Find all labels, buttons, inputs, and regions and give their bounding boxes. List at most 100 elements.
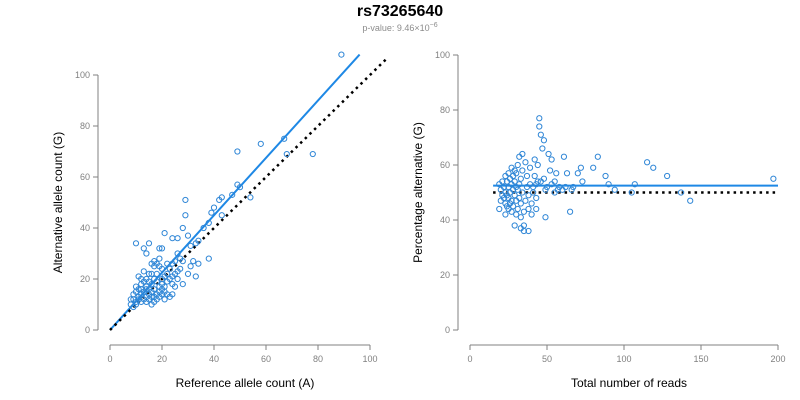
right-data-point <box>519 189 526 196</box>
left-y-tick-label: 0 <box>85 325 90 335</box>
right-data-point <box>534 161 541 169</box>
right-data-point <box>517 214 524 221</box>
right-y-axis: 0 20 40 60 80 100 <box>435 50 459 335</box>
left-data-point <box>187 242 194 249</box>
right-data-point <box>548 181 555 188</box>
right-data-point <box>508 164 515 171</box>
right-data-point <box>502 211 509 218</box>
right-data-point <box>543 183 551 191</box>
right-data-point <box>602 172 609 180</box>
right-data-point <box>579 178 586 185</box>
left-data-point <box>187 263 194 270</box>
right-data-point <box>531 156 538 163</box>
right-data-point <box>511 222 518 229</box>
right-y-tick-label: 100 <box>435 50 450 60</box>
left-y-tick-label: 100 <box>75 70 90 80</box>
right-data-point <box>628 189 635 196</box>
right-data-point <box>677 189 685 196</box>
right-scatter-chart: 0 50 100 150 200 Total number of reads 0 20 40 60… <box>411 50 786 390</box>
right-data-point <box>537 131 544 138</box>
right-data-point <box>533 181 540 188</box>
left-x-tick-label: 80 <box>313 354 323 364</box>
left-data-point <box>161 296 168 303</box>
right-y-tick-label: 80 <box>440 105 450 115</box>
left-data-point <box>161 230 168 237</box>
left-data-point <box>145 240 153 247</box>
right-data-point <box>644 159 651 166</box>
left-y-axis: 0 20 40 60 80 100 <box>75 70 99 335</box>
right-data-point <box>513 211 520 218</box>
left-data-point <box>140 245 147 252</box>
right-data-point <box>496 181 503 188</box>
left-data-point <box>140 268 147 275</box>
left-data-point <box>177 265 184 272</box>
right-data-point <box>520 208 528 215</box>
left-data-point <box>174 275 181 283</box>
right-y-tick-label: 20 <box>440 270 450 280</box>
right-y-tick-label: 0 <box>445 325 450 335</box>
left-data-point <box>200 224 207 232</box>
right-data-point <box>502 172 509 180</box>
right-data-point <box>611 186 618 193</box>
right-data-point <box>525 192 532 199</box>
right-data-point <box>517 175 524 182</box>
right-data-point <box>511 192 518 199</box>
left-data-point <box>158 265 166 272</box>
right-data-point <box>574 170 581 177</box>
left-data-point <box>218 212 225 219</box>
left-data-point <box>164 260 171 267</box>
pvalue-exponent: −6 <box>429 22 438 29</box>
right-data-point <box>540 175 548 182</box>
right-data-point <box>536 115 543 122</box>
left-data-point <box>156 245 163 252</box>
left-data-point <box>143 283 150 290</box>
left-fit-line <box>109 53 361 331</box>
right-data-point <box>590 164 597 171</box>
left-data-point <box>192 273 199 280</box>
right-data-point <box>519 167 526 174</box>
right-data-point <box>503 178 511 185</box>
right-data-point <box>513 197 520 204</box>
left-data-point <box>145 278 153 285</box>
left-data-point <box>156 293 163 300</box>
left-data-point <box>148 293 155 300</box>
right-data-point <box>516 153 523 160</box>
left-data-point <box>182 212 189 219</box>
left-y-tick-label: 60 <box>80 172 90 182</box>
left-y-axis-label: Alternative allele count (G) <box>51 132 65 273</box>
left-data-point <box>281 135 288 142</box>
right-data-point <box>553 170 560 177</box>
left-data-point <box>158 245 166 252</box>
left-data-point <box>210 204 218 211</box>
left-data-point <box>169 291 176 298</box>
right-data-point <box>528 200 535 207</box>
left-x-tick-label: 20 <box>157 354 167 364</box>
left-x-tick-label: 0 <box>107 354 112 364</box>
left-data-point <box>166 265 173 272</box>
right-y-tick-label: 40 <box>440 215 450 225</box>
right-data-point <box>770 175 777 182</box>
left-data-point <box>205 255 212 262</box>
right-data-point <box>522 197 529 204</box>
left-data-point <box>182 196 189 204</box>
left-data-point <box>169 235 176 242</box>
right-x-tick-label: 50 <box>542 354 552 364</box>
left-data-point <box>132 283 140 290</box>
right-data-point <box>540 137 548 144</box>
left-data-point <box>174 235 181 242</box>
left-data-point <box>338 51 345 58</box>
right-data-point <box>631 181 638 188</box>
left-data-point <box>283 150 290 158</box>
right-data-point <box>517 200 524 207</box>
right-data-point <box>497 197 504 204</box>
right-data-point <box>497 186 504 193</box>
right-data-point <box>536 123 543 130</box>
left-data-point <box>190 258 197 265</box>
left-x-tick-label: 100 <box>362 354 377 364</box>
left-x-axis: 0 20 40 60 80 100 <box>107 344 378 364</box>
right-data-point <box>551 189 558 196</box>
right-data-point <box>546 167 554 174</box>
left-data-point <box>156 255 163 262</box>
left-x-tick-label: 60 <box>261 354 271 364</box>
